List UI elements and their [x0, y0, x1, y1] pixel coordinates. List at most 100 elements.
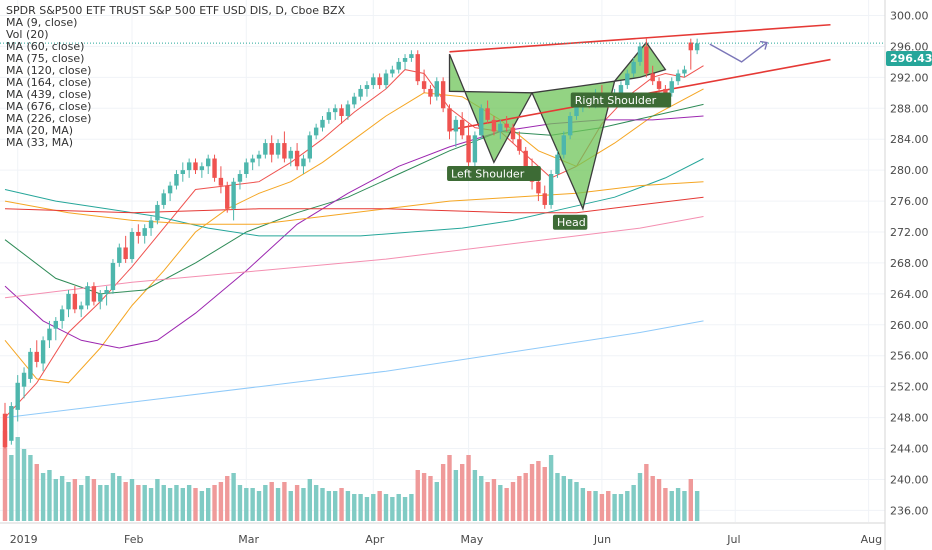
volume-bar	[256, 491, 262, 521]
price-tick-label: 236.00	[890, 504, 929, 517]
volume-bar	[491, 479, 497, 521]
volume-bar	[618, 494, 624, 521]
candle-body	[472, 135, 478, 163]
volume-bar	[440, 464, 446, 521]
legend-ma-226: MA (226, close)	[6, 112, 91, 125]
volume-bar	[199, 491, 205, 521]
price-axis[interactable]: 300.00 296.00 292.00 288.00 284.00 280.00 276.…	[890, 9, 929, 517]
volume-bar	[669, 491, 674, 521]
volume-bar	[269, 482, 274, 521]
volume-bar	[377, 491, 382, 521]
candle-body	[440, 81, 446, 109]
volume-bar	[396, 494, 401, 521]
volume-bar	[472, 470, 478, 521]
volume-bar	[34, 464, 39, 521]
time-tick-label: May	[461, 533, 484, 546]
ma-line	[4, 320, 704, 419]
candle-body	[460, 119, 465, 136]
price-tick-label: 244.00	[890, 443, 929, 456]
candle-body	[352, 96, 357, 105]
volume-bar	[650, 476, 655, 521]
volume-bar	[460, 464, 465, 521]
pattern-labels[interactable]: Left Shoulder Head Right Shoulder	[447, 92, 672, 230]
ma-line	[4, 196, 704, 214]
volume-bar	[212, 485, 217, 521]
volume-bar	[66, 482, 71, 521]
volume-bar	[428, 476, 433, 521]
candle-body	[479, 108, 484, 136]
volume-bar	[129, 479, 135, 521]
candle-body	[523, 150, 528, 167]
volume-bar	[656, 479, 662, 521]
volume-bar	[694, 491, 700, 521]
candle-body	[117, 247, 122, 263]
volume-bar	[186, 485, 192, 521]
candle-body	[15, 382, 20, 410]
volume-bar	[675, 488, 681, 521]
legend-ma-20-ma: MA (20, MA)	[6, 124, 73, 137]
volume-bar	[402, 497, 408, 521]
candle-body	[625, 73, 630, 86]
legend-vol-20: Vol (20)	[6, 28, 49, 41]
candle-body	[313, 127, 319, 136]
price-tick-label: 252.00	[890, 381, 929, 394]
price-tick-label: 300.00	[890, 9, 929, 22]
candle-body	[542, 193, 547, 205]
candle-body	[656, 81, 662, 89]
candle-body	[345, 104, 351, 116]
time-axis[interactable]: 2019 Feb Mar Apr May Jun Jul Aug	[10, 533, 882, 546]
candle-body	[91, 286, 97, 302]
forecast-path[interactable]	[709, 41, 768, 63]
candle-body	[110, 262, 116, 290]
volume-bar	[612, 494, 617, 521]
candle-body	[434, 81, 439, 97]
candle-body	[40, 340, 46, 364]
trendline[interactable]	[449, 23, 831, 53]
ma-line	[4, 158, 704, 237]
volume-bar	[517, 476, 522, 521]
volume-bar	[2, 431, 8, 521]
price-tick-label: 268.00	[890, 257, 929, 270]
volume-bar	[85, 476, 90, 521]
candle-body	[225, 185, 230, 209]
candle-body	[390, 69, 395, 74]
pattern-label-box[interactable]	[570, 92, 672, 108]
legend-ma-164: MA (164, close)	[6, 76, 91, 89]
candle-body	[409, 54, 414, 58]
volume-bar	[447, 455, 452, 521]
candle-body	[618, 85, 624, 93]
candle-body	[28, 351, 33, 379]
time-tick-label: Mar	[238, 533, 259, 546]
pattern-label-box[interactable]	[447, 166, 541, 181]
candle-body	[2, 413, 8, 447]
candle-body	[644, 46, 649, 74]
candle-body	[694, 43, 700, 51]
volume-bar	[110, 473, 116, 521]
candle-body	[688, 42, 693, 51]
volume-bar	[358, 494, 363, 521]
volume-bar	[453, 470, 459, 521]
price-tick-label: 284.00	[890, 133, 929, 146]
legend-ma-120: MA (120, close)	[6, 64, 91, 77]
volume-bar	[167, 488, 173, 521]
price-tick-label: 264.00	[890, 288, 929, 301]
candle-body	[269, 143, 274, 155]
candle-body	[631, 61, 636, 74]
candle-body	[148, 220, 154, 229]
volume-bar	[409, 494, 414, 521]
volume-bar	[326, 491, 332, 521]
pattern-label-box[interactable]	[552, 214, 588, 230]
volume-bar	[498, 485, 503, 521]
volume-bar	[580, 488, 586, 521]
candle-body	[453, 119, 459, 132]
candle-body	[396, 61, 401, 70]
candle-body	[307, 135, 312, 159]
candle-body	[326, 112, 332, 120]
forecast-arrow[interactable]	[709, 40, 768, 63]
chart-title: SPDR S&P500 ETF TRUST S&P 500 ETF USD DI…	[6, 4, 346, 17]
volume-bar	[225, 476, 230, 521]
volume-bar	[688, 479, 693, 521]
price-tick-label: 256.00	[890, 350, 929, 363]
volume-bar	[123, 482, 128, 521]
